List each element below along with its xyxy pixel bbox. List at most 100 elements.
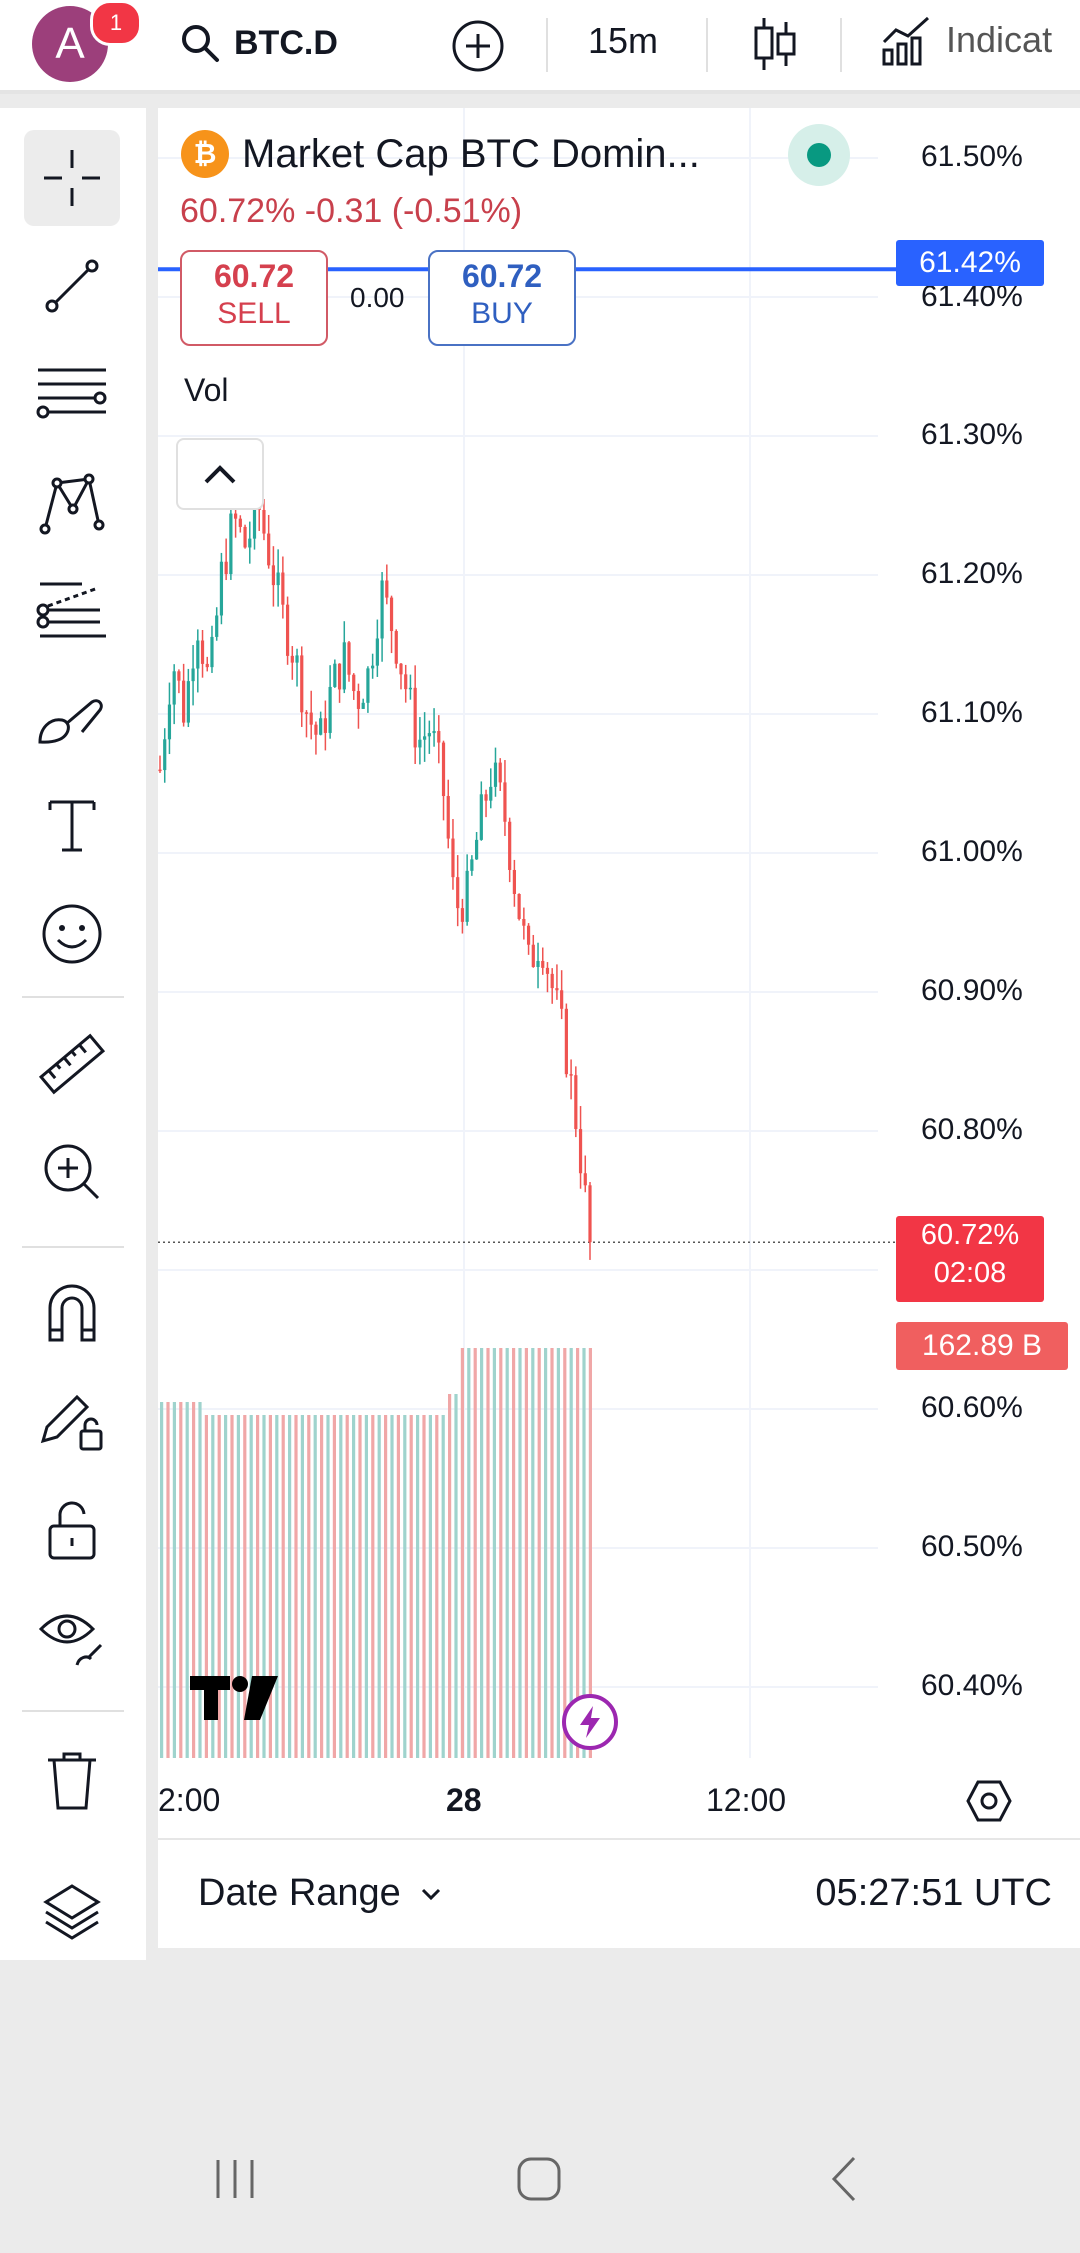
object-tree-tool[interactable] (24, 1864, 120, 1960)
text-tool[interactable] (24, 778, 120, 874)
pattern-tool[interactable] (24, 454, 120, 550)
pencil-lock-icon (40, 1394, 103, 1451)
trash-icon (48, 1752, 96, 1810)
candle-body (238, 518, 242, 527)
search-icon (182, 25, 219, 62)
price-axis-label: 61.00% (921, 835, 1023, 868)
collapse-legend-button[interactable] (176, 438, 264, 510)
candle-body (503, 782, 507, 822)
pattern-icon (39, 473, 105, 535)
indicators-button[interactable]: Indicat (880, 14, 1052, 66)
volume-bar (454, 1394, 458, 1758)
home-button[interactable] (514, 2154, 564, 2209)
volume-bar (505, 1348, 509, 1758)
settings-hexagon-icon (966, 1780, 1012, 1822)
volume-bar (403, 1415, 407, 1758)
chart-type-button[interactable] (750, 14, 800, 79)
candle-body (191, 668, 195, 682)
candle-body (285, 604, 290, 656)
chevron-up-icon (204, 465, 236, 484)
volume-bar (320, 1415, 324, 1758)
volume-bar (467, 1348, 471, 1758)
svg-text:₿: ₿ (194, 138, 217, 169)
volume-legend[interactable]: Vol (184, 372, 229, 408)
zoom-in-tool[interactable] (24, 1124, 120, 1220)
date-range-button[interactable]: Date Range (198, 1872, 443, 1915)
smiley-icon (42, 904, 102, 964)
candle-body (361, 702, 365, 709)
price-chart[interactable] (158, 108, 1080, 1948)
volume-bar (499, 1348, 503, 1758)
symbol-search-button[interactable]: BTC.D (178, 18, 338, 68)
candle-body (224, 561, 228, 575)
axis-settings-button[interactable] (966, 1778, 1012, 1829)
candle-body (517, 894, 521, 919)
volume-bar (486, 1348, 490, 1758)
lock-tool[interactable] (24, 1482, 120, 1578)
volume-bar (422, 1415, 426, 1758)
trend-line-tool[interactable] (24, 238, 120, 334)
brush-tool[interactable] (24, 670, 120, 766)
fib-tool[interactable] (24, 346, 120, 442)
interval-button[interactable]: 15m (588, 20, 659, 61)
forecast-tool[interactable] (24, 562, 120, 658)
magnet-tool[interactable] (24, 1266, 120, 1362)
volume-bar (428, 1415, 432, 1758)
sell-button[interactable]: 60.72 SELL (180, 250, 328, 346)
bar-countdown: 02:08 (933, 1257, 1007, 1289)
volume-bar (243, 1415, 247, 1758)
volume-bar (473, 1348, 477, 1758)
buy-price: 60.72 (461, 258, 543, 294)
measure-tool[interactable] (24, 1016, 120, 1112)
candle-body (333, 663, 337, 687)
lock-drawings-tool[interactable] (24, 1374, 120, 1470)
candle-body (498, 762, 502, 783)
trend-line-icon (45, 259, 99, 313)
footer-divider (158, 1838, 1080, 1840)
market-status-indicator[interactable] (788, 124, 850, 186)
candle-body (441, 742, 446, 797)
system-navigation-bar (0, 2120, 1080, 2253)
buy-button[interactable]: 60.72 BUY (428, 250, 576, 346)
compare-add-button[interactable] (450, 18, 506, 79)
volume-bar (332, 1415, 336, 1758)
candle-body (380, 580, 384, 639)
candle-body (243, 526, 247, 548)
lightning-icon (562, 1694, 618, 1750)
flash-button[interactable] (560, 1692, 620, 1757)
horizontal-line-price-tag[interactable]: 61.42% (896, 240, 1044, 286)
candle-body (205, 663, 209, 668)
candle-body (446, 796, 450, 839)
ruler-icon (38, 1033, 106, 1095)
volume-bar (518, 1348, 522, 1758)
price-axis-label: 61.50% (921, 140, 1023, 173)
price-axis-label: 61.20% (921, 557, 1023, 590)
timezone-clock[interactable]: 05:27:51 UTC (815, 1872, 1052, 1914)
crosshair-tool[interactable] (24, 130, 120, 226)
crosshair-icon (44, 150, 100, 206)
sell-label: SELL (217, 297, 291, 330)
candle-body (522, 918, 526, 926)
symbol-title: Market Cap BTC Domin... (242, 131, 700, 176)
volume-bar (492, 1348, 496, 1758)
price-axis-label: 60.90% (921, 974, 1023, 1007)
volume-bar (371, 1415, 375, 1758)
candle-body (423, 736, 427, 740)
candle-body (432, 731, 436, 734)
volume-bar (563, 1348, 567, 1758)
candle-body (555, 988, 559, 991)
remove-drawings-tool[interactable] (24, 1732, 120, 1828)
volume-bar (390, 1415, 394, 1758)
emoji-tool[interactable] (24, 886, 120, 982)
symbol-legend[interactable]: ₿ Market Cap BTC Domin... (180, 124, 700, 184)
candle-body (375, 638, 379, 666)
time-axis-label: 2:00 (158, 1782, 221, 1818)
back-button[interactable] (820, 2154, 870, 2209)
recent-apps-button[interactable] (210, 2154, 260, 2209)
candle-body (526, 925, 531, 945)
hide-drawings-tool[interactable] (24, 1590, 120, 1686)
candle-body (588, 1185, 592, 1243)
indicators-icon (882, 16, 930, 66)
fib-retracement-icon (36, 368, 107, 419)
unlock-icon (48, 1501, 96, 1560)
